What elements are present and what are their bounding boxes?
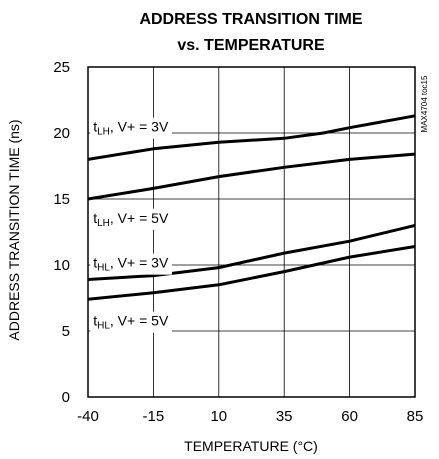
y-axis-label: ADDRESS TRANSITION TIME (ns) (6, 119, 22, 340)
series-label-bg (90, 208, 172, 230)
y-tick-label: 15 (53, 191, 70, 208)
series-line-1 (87, 114, 416, 161)
x-tick-label: -40 (77, 408, 99, 425)
x-axis-label: TEMPERATURE (°C) (184, 438, 318, 454)
series-lines (87, 114, 416, 301)
chart-watermark: MAX4704 toc15 (420, 75, 429, 132)
x-tick-label: -15 (143, 408, 165, 425)
y-tick-label: 10 (53, 257, 70, 274)
series-label-3: tHL, V+ = 3V (93, 255, 169, 274)
series-label-4: tHL, V+ = 5V (93, 313, 169, 332)
series-labels: tLH, V+ = 3V tLH, V+ = 5V tHL, V+ = 3V tHL,… (90, 117, 172, 333)
x-tick-label: 85 (407, 408, 424, 425)
series-label-bg (90, 253, 172, 275)
series-label-2: tLH, V+ = 5V (93, 210, 169, 229)
y-tick-label: 25 (53, 59, 70, 76)
chart-title-line-2: vs. TEMPERATURE (177, 37, 325, 54)
series-label-bg (90, 117, 172, 139)
x-tick-label: 60 (341, 408, 358, 425)
series-line-4 (87, 245, 416, 301)
y-tick-labels: 0 5 10 15 20 25 (53, 59, 70, 406)
grid (88, 67, 415, 397)
series-line-2 (87, 152, 416, 201)
series-line-3 (87, 223, 416, 281)
series-label-1: tLH, V+ = 3V (93, 119, 169, 138)
y-tick-label: 0 (62, 389, 70, 406)
chart-title-line-1: ADDRESS TRANSITION TIME (139, 11, 362, 28)
x-tick-labels: -40 -15 10 35 60 85 (77, 408, 423, 425)
y-tick-label: 5 (62, 323, 70, 340)
x-tick-label: 35 (276, 408, 293, 425)
plot-frame (87, 66, 416, 398)
x-tick-label: 10 (210, 408, 227, 425)
y-tick-label: 20 (53, 125, 70, 142)
series-label-bg (90, 311, 172, 333)
